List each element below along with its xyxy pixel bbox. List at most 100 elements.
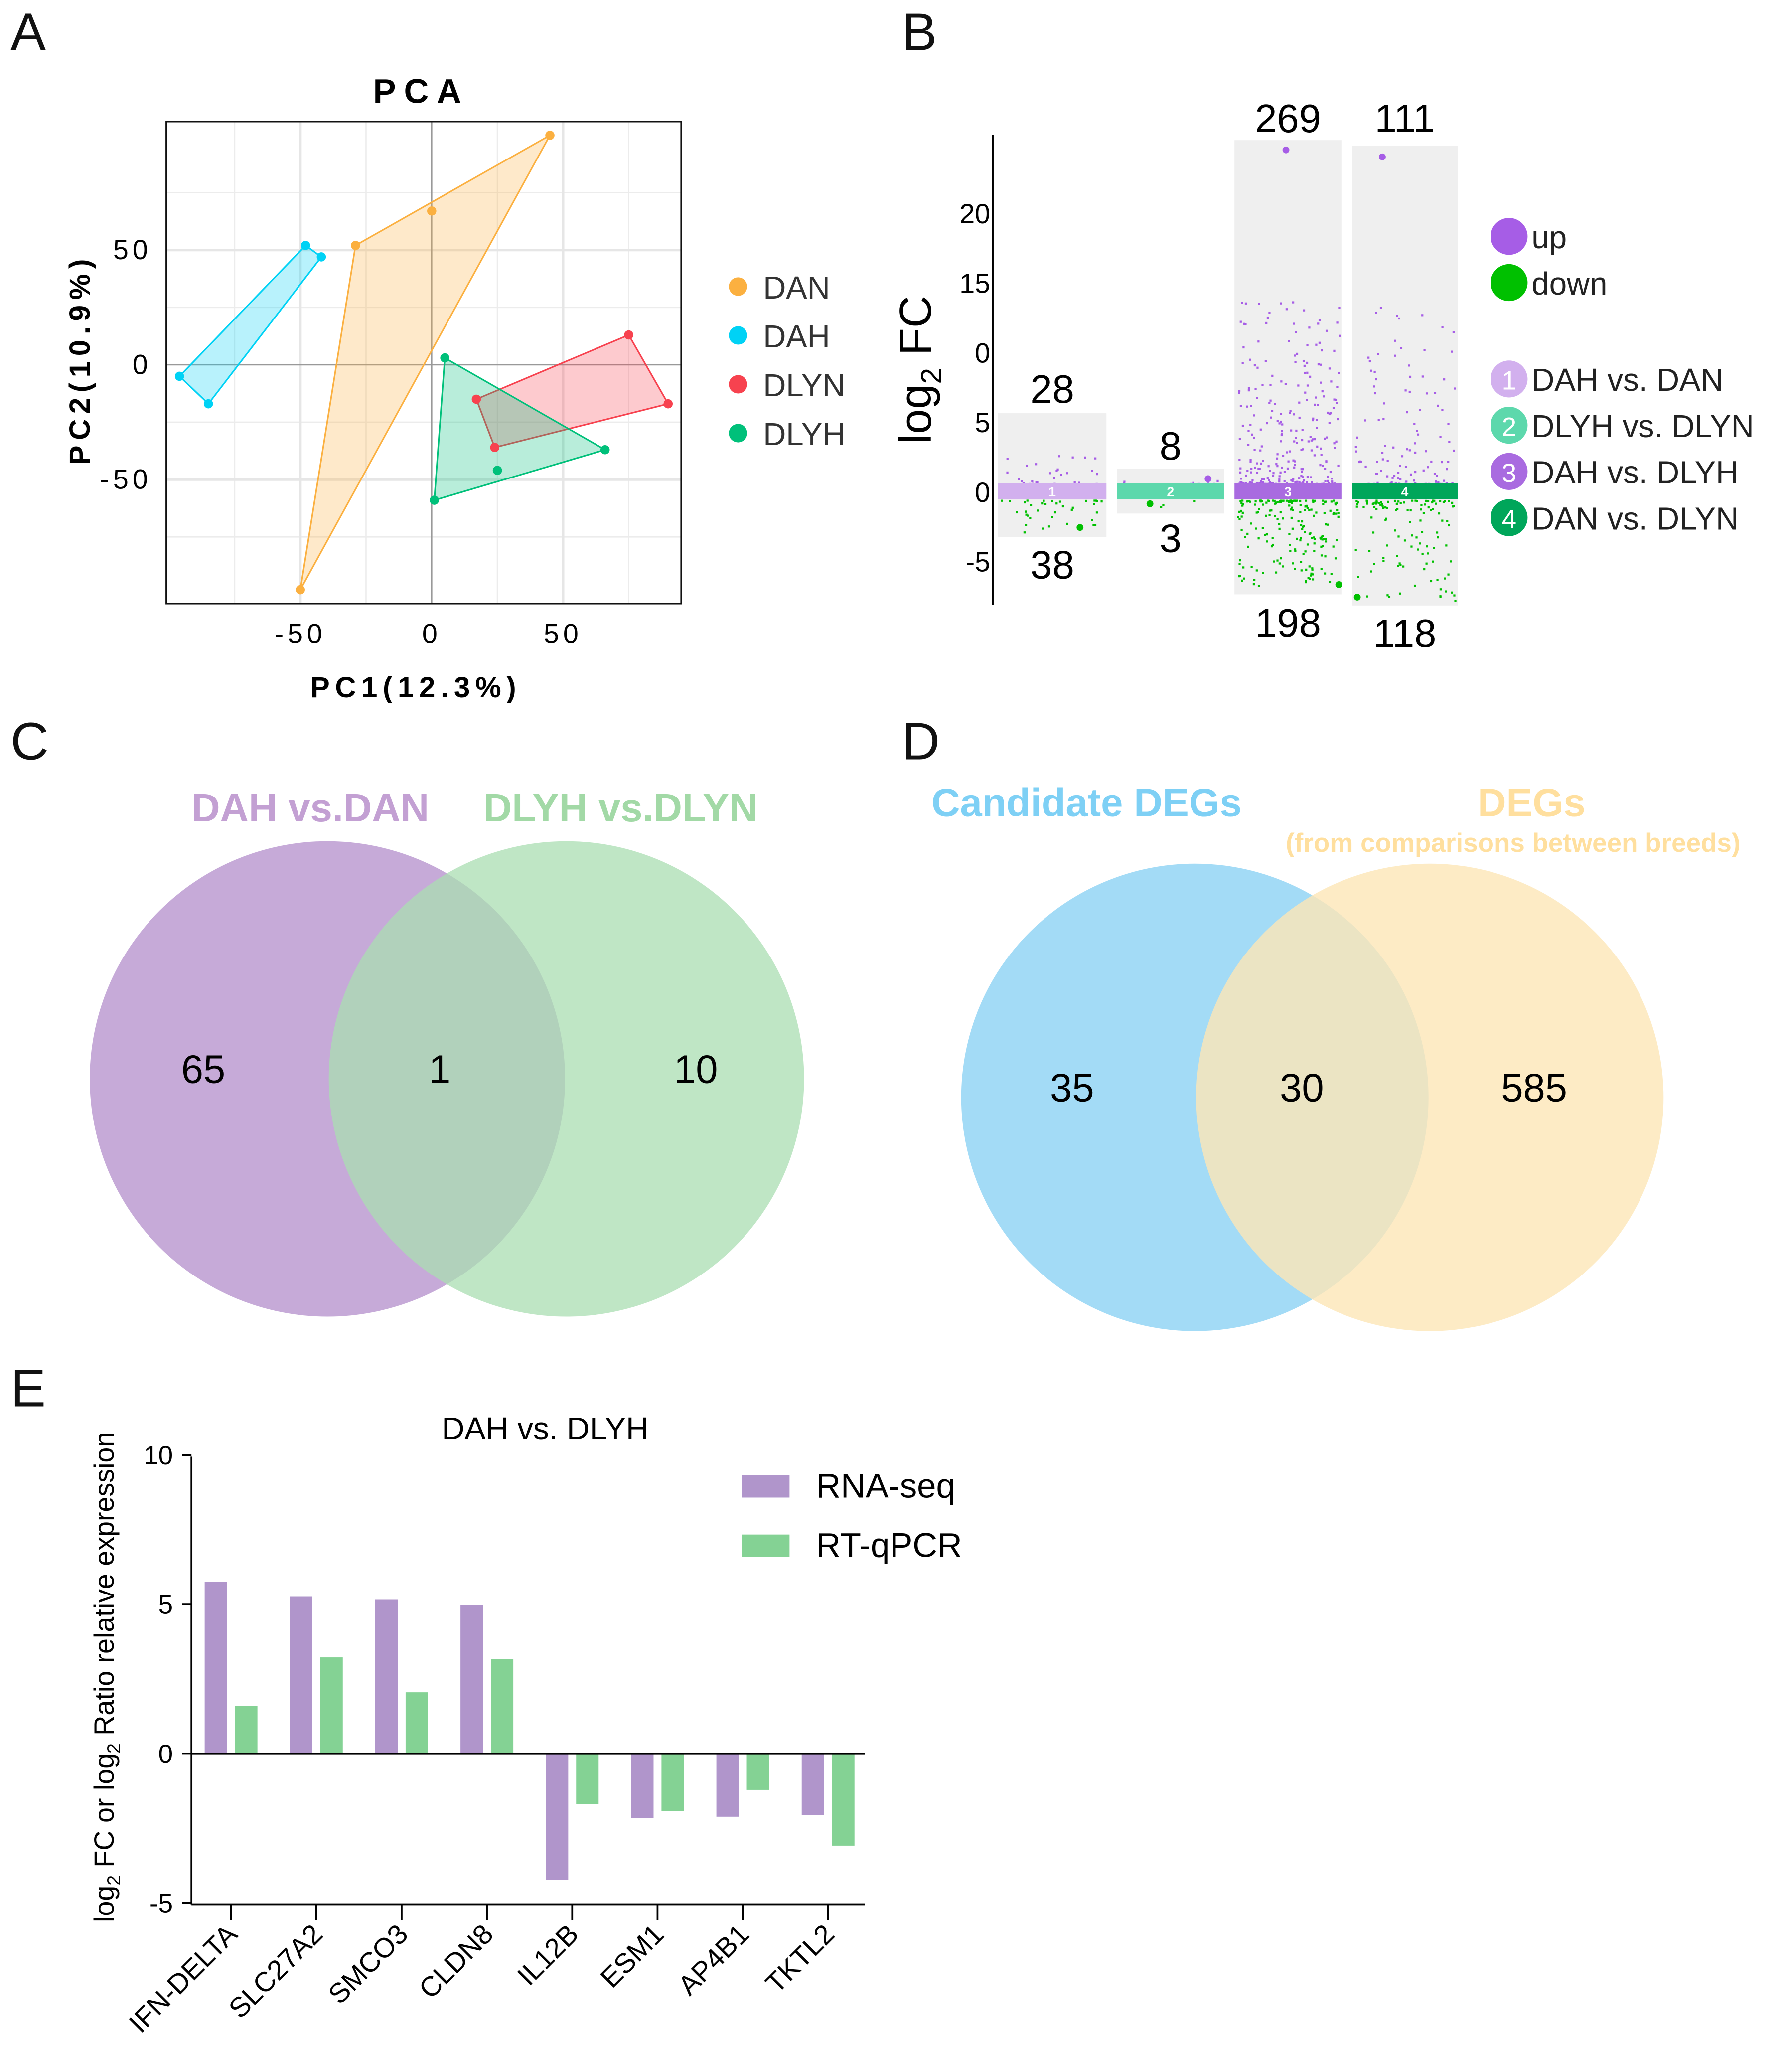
legend-marker-number: 3 <box>1502 459 1516 488</box>
point-dlyn <box>471 394 481 404</box>
up-point <box>1296 352 1299 355</box>
down-point <box>1448 500 1450 502</box>
up-point <box>1321 390 1324 393</box>
down-point <box>1402 565 1405 568</box>
up-point <box>1336 321 1339 324</box>
down-point <box>1322 535 1324 537</box>
x-tick-label: ESM1 <box>595 1918 670 1994</box>
venn-left-only-count: 65 <box>181 1047 225 1092</box>
down-point <box>1356 503 1358 505</box>
up-point <box>1084 456 1086 459</box>
down-point <box>1448 524 1450 527</box>
point-dlyn <box>490 443 500 452</box>
x-tick-label: SLC27A2 <box>223 1918 328 2024</box>
down-point <box>1275 571 1278 574</box>
down-point <box>1289 508 1292 511</box>
up-point <box>1260 445 1263 448</box>
down-point <box>1294 568 1296 570</box>
up-point <box>1295 437 1297 439</box>
down-point <box>1253 579 1256 581</box>
up-point <box>1192 481 1194 484</box>
up-point <box>1239 320 1242 323</box>
y-tick-label: 20 <box>959 198 990 229</box>
down-point <box>1381 505 1384 507</box>
point-dan <box>296 585 305 595</box>
column-background-4 <box>1352 146 1458 606</box>
up-point <box>1336 402 1338 404</box>
down-point <box>1453 594 1456 597</box>
up-point <box>1326 436 1328 439</box>
up-point <box>1406 448 1408 451</box>
up-point <box>1274 403 1276 405</box>
down-point <box>1397 500 1400 503</box>
down-point <box>1334 557 1337 560</box>
up-point <box>1242 346 1245 349</box>
down-point <box>1301 528 1304 530</box>
down-point <box>1085 499 1087 502</box>
venn-right-title: DEGs <box>1478 780 1585 824</box>
up-point <box>1241 302 1243 304</box>
up-point <box>1386 475 1389 478</box>
down-point <box>1420 504 1423 506</box>
up-point <box>1356 436 1358 439</box>
cluster-band-4 <box>1352 483 1458 499</box>
up-point <box>1269 399 1272 402</box>
outlier-point <box>1353 594 1361 601</box>
up-point <box>1251 479 1254 481</box>
down-point <box>1311 568 1314 571</box>
up-point <box>1318 319 1321 321</box>
up-point <box>1399 478 1402 480</box>
down-point <box>1306 507 1309 509</box>
down-point <box>1355 500 1358 502</box>
down-point <box>1335 512 1338 515</box>
down-point <box>1262 503 1264 506</box>
legend-marker-dah <box>729 326 747 345</box>
down-point <box>1282 565 1285 568</box>
down-point <box>1261 527 1264 529</box>
up-point <box>1281 466 1283 469</box>
down-point <box>1292 509 1294 511</box>
down-point <box>1246 532 1249 535</box>
up-point <box>1286 467 1289 470</box>
down-point <box>1395 509 1398 511</box>
down-point <box>1239 500 1242 502</box>
panel-label-d: D <box>902 712 940 771</box>
down-point <box>1452 505 1455 507</box>
down-point <box>1336 509 1339 511</box>
up-point <box>1256 462 1258 465</box>
down-point <box>1416 500 1418 502</box>
up-point <box>1375 378 1377 381</box>
up-point <box>1293 466 1296 469</box>
down-point <box>1430 509 1432 511</box>
up-point <box>1268 479 1270 481</box>
down-point <box>1431 501 1434 504</box>
down-point <box>1309 532 1312 534</box>
up-point <box>1060 474 1062 477</box>
x-tick-label: 0 <box>422 618 442 649</box>
up-point <box>1253 436 1255 439</box>
down-point <box>1312 536 1315 539</box>
up-count: 111 <box>1375 96 1435 141</box>
down-point <box>1322 545 1324 547</box>
up-point <box>1272 475 1275 477</box>
up-point <box>1289 412 1291 414</box>
up-point <box>1425 450 1427 453</box>
up-point <box>1317 404 1319 406</box>
up-point <box>1239 481 1242 484</box>
down-point <box>1282 499 1285 502</box>
up-point <box>1066 472 1068 475</box>
up-point <box>1437 481 1440 483</box>
down-point <box>1053 511 1056 514</box>
down-point <box>1024 501 1026 504</box>
down-point <box>1415 536 1418 539</box>
y-axis-title-part: log <box>89 1886 120 1922</box>
down-point <box>1366 595 1368 598</box>
down-point <box>1410 534 1413 537</box>
legend-label: DAH <box>763 319 830 354</box>
up-point <box>1303 364 1306 367</box>
up-point <box>1321 349 1323 352</box>
legend-marker-dlyh <box>729 424 747 443</box>
up-point <box>1094 457 1097 460</box>
up-point <box>1427 466 1429 469</box>
down-point <box>1239 559 1241 562</box>
